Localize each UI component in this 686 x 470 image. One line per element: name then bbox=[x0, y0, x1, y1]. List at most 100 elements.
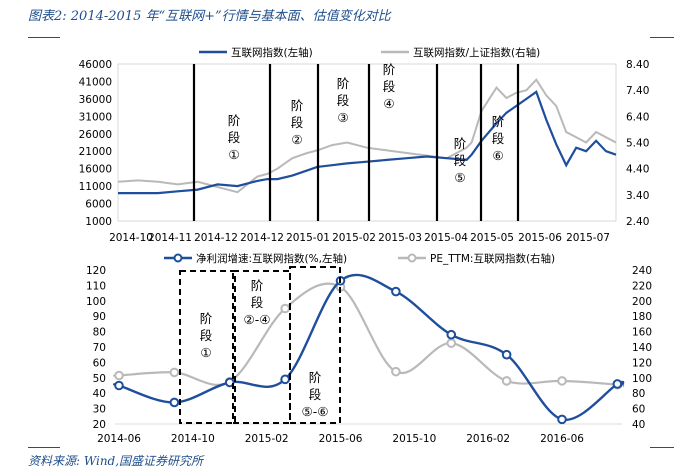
legend-marker-series1 bbox=[173, 253, 183, 263]
phase-label-text: 阶 bbox=[200, 311, 213, 326]
y-left-tick-label: 41000 bbox=[79, 76, 112, 88]
phase-label-text: 段 bbox=[291, 115, 304, 130]
phase-label-text: 段 bbox=[492, 131, 505, 146]
pe-marker bbox=[280, 303, 290, 314]
pe-marker bbox=[391, 366, 401, 377]
y-left-tick-label: 90 bbox=[93, 311, 106, 323]
profit-growth-marker bbox=[557, 414, 567, 425]
x-tick-label: 2015-01 bbox=[286, 232, 330, 244]
y-left-tick-label: 21000 bbox=[79, 146, 112, 158]
title-rule-right bbox=[650, 37, 674, 38]
y-left-tick-label: 36000 bbox=[79, 94, 112, 106]
y-right-tick-label: 6.40 bbox=[626, 111, 649, 123]
figure-title: 图表2: 2014-2015 年“互联网+”行情与基本面、估值变化对比 bbox=[28, 9, 391, 24]
y-left-tick-label: 110 bbox=[86, 280, 106, 292]
y-right-tick-label: 3.40 bbox=[626, 190, 649, 202]
source-rule-left bbox=[28, 447, 60, 448]
x-tick-label: 2014-06 bbox=[97, 433, 141, 445]
x-tick-label: 2015-03 bbox=[378, 232, 422, 244]
phase-label-text: ⑤-⑥ bbox=[302, 404, 329, 419]
phase-label-text: ⑥ bbox=[492, 148, 503, 163]
legend-marker-series2 bbox=[407, 253, 417, 263]
y-right-tick-label: 220 bbox=[632, 280, 652, 292]
pe-marker bbox=[557, 376, 567, 386]
y-right-tick-label: 180 bbox=[632, 311, 652, 323]
y-right-tick-label: 8.40 bbox=[626, 59, 649, 71]
phase-label-text: ① bbox=[228, 147, 239, 162]
y-right-tick-label: 7.40 bbox=[626, 85, 649, 97]
y-left-tick-label: 1000 bbox=[85, 216, 112, 228]
y-right-tick-label: 5.40 bbox=[626, 138, 649, 150]
y-right-tick-label: 40 bbox=[632, 419, 645, 431]
y-left-tick-label: 11000 bbox=[79, 181, 112, 193]
series-line-pe bbox=[113, 282, 625, 388]
phase-label-text: ② bbox=[291, 132, 302, 147]
profit-growth-marker bbox=[612, 379, 623, 389]
phase-label-text: 段 bbox=[454, 153, 467, 168]
phase-box bbox=[232, 270, 291, 424]
phase-label-text: 阶 bbox=[337, 76, 350, 91]
phase-label-text: 段 bbox=[337, 93, 350, 108]
profit-growth-marker bbox=[501, 349, 512, 360]
pe-marker bbox=[169, 367, 180, 378]
x-tick-label: 2015-06 bbox=[319, 433, 363, 445]
y-right-tick-label: 120 bbox=[632, 357, 652, 369]
phase-label-text: 段 bbox=[228, 130, 241, 145]
x-tick-label: 2015-10 bbox=[392, 433, 436, 445]
y-left-tick-label: 26000 bbox=[79, 129, 112, 141]
phase-label-text: 阶 bbox=[291, 98, 304, 113]
y-left-tick-label: 70 bbox=[93, 342, 106, 354]
phase-label-text: ④ bbox=[383, 96, 394, 111]
y-right-tick-label: 2.40 bbox=[626, 216, 649, 228]
y-left-tick-label: 40 bbox=[93, 388, 106, 400]
series-line-profit-growth bbox=[113, 273, 625, 421]
y-left-tick-label: 60 bbox=[93, 357, 106, 369]
phase-label-text: 段 bbox=[383, 79, 396, 94]
series-line-ratio bbox=[117, 78, 617, 194]
profit-growth-marker bbox=[280, 374, 290, 385]
legend-label-series1: 互联网指数(左轴) bbox=[231, 46, 313, 59]
x-tick-label: 2014-11 bbox=[148, 232, 192, 244]
y-right-tick-label: 240 bbox=[632, 265, 652, 277]
phase-label-text: ① bbox=[200, 345, 211, 360]
x-tick-label: 2015-07 bbox=[566, 232, 610, 244]
profit-growth-marker bbox=[169, 397, 180, 408]
pe-marker bbox=[446, 338, 457, 348]
y-left-tick-label: 31000 bbox=[79, 111, 112, 123]
y-left-tick-label: 120 bbox=[86, 265, 106, 277]
y-left-tick-label: 30 bbox=[93, 404, 106, 416]
x-tick-label: 2014-12 bbox=[194, 232, 238, 244]
y-right-tick-label: 160 bbox=[632, 327, 652, 339]
x-tick-label: 2015-06 bbox=[518, 232, 562, 244]
phase-label-text: 段 bbox=[309, 387, 322, 402]
x-tick-label: 2014-10 bbox=[109, 232, 153, 244]
x-tick-label: 2015-02 bbox=[245, 433, 289, 445]
phase-label-text: ⑤ bbox=[454, 170, 465, 185]
y-right-tick-label: 60 bbox=[632, 404, 645, 416]
y-right-tick-label: 140 bbox=[632, 342, 652, 354]
x-tick-label: 2016-06 bbox=[540, 433, 584, 445]
legend-label-series2: 互联网指数/上证指数(右轴) bbox=[413, 46, 540, 59]
y-left-tick-label: 20 bbox=[93, 419, 106, 431]
y-right-tick-label: 200 bbox=[632, 296, 652, 308]
legend-label-series2: PE_TTM:互联网指数(右轴) bbox=[430, 252, 555, 265]
source-note: 资料来源: Wind,国盛证券研究所 bbox=[28, 454, 204, 468]
x-tick-label: 2016-02 bbox=[466, 433, 510, 445]
phase-label-text: 阶 bbox=[228, 113, 241, 128]
series-line-index bbox=[118, 90, 617, 195]
x-tick-label: 2015-04 bbox=[424, 232, 468, 244]
y-right-tick-label: 80 bbox=[632, 388, 645, 400]
phase-box bbox=[179, 270, 236, 424]
phase-label-text: ②-④ bbox=[244, 312, 271, 327]
y-left-tick-label: 46000 bbox=[79, 59, 112, 71]
phase-label-text: ③ bbox=[337, 110, 348, 125]
phase-label-text: 阶 bbox=[492, 114, 505, 129]
y-left-tick-label: 6000 bbox=[85, 199, 112, 211]
legend-label-series1: 净利润增速:互联网指数(%,左轴) bbox=[196, 252, 347, 265]
x-tick-label: 2015-02 bbox=[332, 232, 376, 244]
phase-label-text: 阶 bbox=[383, 62, 396, 77]
phase-box bbox=[289, 266, 341, 424]
profit-growth-marker bbox=[224, 377, 235, 388]
title-rule-left bbox=[28, 37, 60, 38]
phase-label-text: 段 bbox=[200, 328, 213, 343]
